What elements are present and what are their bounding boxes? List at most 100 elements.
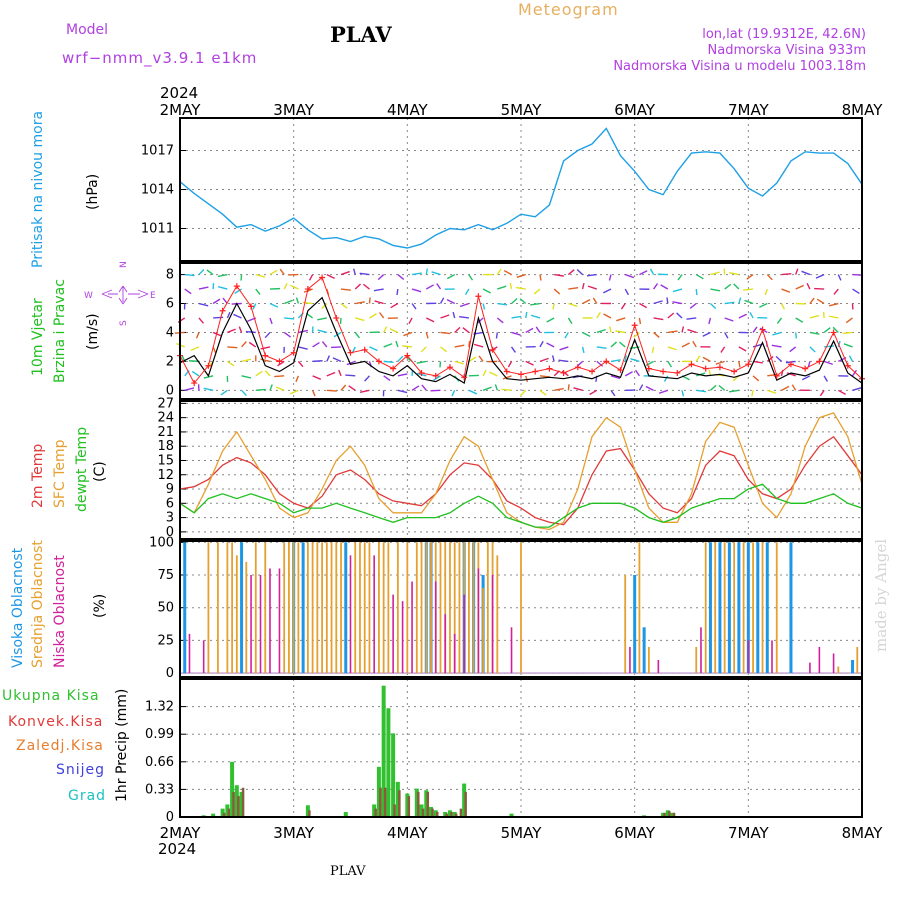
y-tick-label: 1017 [141,144,174,159]
wind-arrow [582,298,591,305]
wind-arrow [658,389,669,394]
precip-bar [227,808,231,817]
wind-arrow [510,346,517,353]
gust-marker [205,362,212,369]
wind-arrow [321,341,328,348]
wind-arrow [255,273,266,278]
wind-arrow [639,302,648,309]
wind-arrow [297,360,304,368]
wind-arrow [686,317,697,320]
y-tick-label: 1014 [141,183,174,198]
wind-panel: 10m Vjetar Brzina i Pravac (m/s) N W E S… [30,261,865,400]
day-label: 2MAY [160,101,202,119]
y-tick-label: 0 [166,810,174,825]
compass-rose: N W E S [84,261,156,326]
wind-arrow [255,288,261,295]
wind-arrow [269,317,273,325]
precip-bar [452,811,457,817]
precip-bar [225,804,230,817]
wind-arrow [837,274,842,281]
precip-bar [454,813,458,817]
wind-arrow [681,326,685,333]
y-tick-label: 18 [157,439,174,454]
precip-bar [372,804,377,817]
precip-bar [419,804,424,817]
wind-arrow [845,317,853,324]
wind-arrow [814,287,825,290]
wind-arrow [823,375,828,382]
wind-arrow [708,317,712,325]
wind-arrow [440,314,450,319]
wind-arrow [667,330,678,334]
wind-arrow [289,389,299,395]
wind-arrow [786,372,796,377]
wind-arrow [771,344,782,348]
gust-marker [461,374,468,381]
gust-marker [375,358,382,365]
wind-arrow [190,346,200,352]
gust-marker [617,367,624,374]
wind-arrow [702,356,711,362]
wind-arrow [326,273,335,279]
wind-arrow [425,284,434,290]
wind-arrow [369,313,377,319]
elevation-text: Nadmorska Visina 933m [708,43,867,58]
wind-arrow [425,332,429,339]
wind-arrow [851,369,858,377]
wind-arrow [264,331,271,339]
compass-e-label: E [150,291,156,301]
wind-arrow [692,340,697,348]
wind-arrow [809,346,816,353]
cloud-ylabel-2: Srednja Oblacnost [30,540,46,668]
gust-marker [319,274,326,281]
wind-arrow [331,346,342,349]
wind-arrow [653,283,659,290]
wind-arrow [633,331,640,338]
wind-arrow [715,360,725,365]
wind-arrow [709,384,717,391]
wind-arrow [454,326,461,333]
wind-arrow [489,346,498,352]
wind-arrow [340,384,347,391]
wind-arrow [816,298,825,305]
gust-marker [475,293,482,300]
wind-arrow [567,317,573,324]
pressure-frame [179,117,863,262]
wind-arrow [212,331,222,337]
wind-arrow [638,317,642,325]
wind-arrow [667,346,677,351]
wind-arrow [724,332,729,339]
wind-arrow [269,269,278,276]
wind-arrow [581,282,585,290]
temperature-lines [179,412,863,531]
wind-arrow [222,297,228,304]
wind-arrow [252,303,257,310]
wind-ylabel-2: Brzina i Pravac [52,279,68,383]
wind-arrow [212,298,221,305]
gust-marker [304,286,311,293]
wind-arrow [624,355,627,362]
wind-arrow [203,387,214,392]
wind-arrow [624,288,630,296]
wind-arrow [852,288,860,295]
precip-bar [462,783,467,817]
precip-bar [237,796,240,817]
wind-arrow [608,274,612,281]
day-label: 8MAY [842,824,884,842]
precip-bar [220,808,225,817]
wind-arrow [402,345,413,348]
wind-arrow [789,346,797,353]
wind-arrow [776,317,783,324]
wind-arrow [558,359,569,363]
temperature-frame [179,400,863,540]
wind-arrow [823,360,834,366]
gust-marker [546,365,553,372]
y-tick-label: 21 [157,425,174,440]
precip-bar [464,791,467,817]
compass-s-label: S [119,320,129,326]
precip-bar [443,811,448,817]
wind-arrow [440,346,448,353]
wind-arrow [403,331,413,337]
